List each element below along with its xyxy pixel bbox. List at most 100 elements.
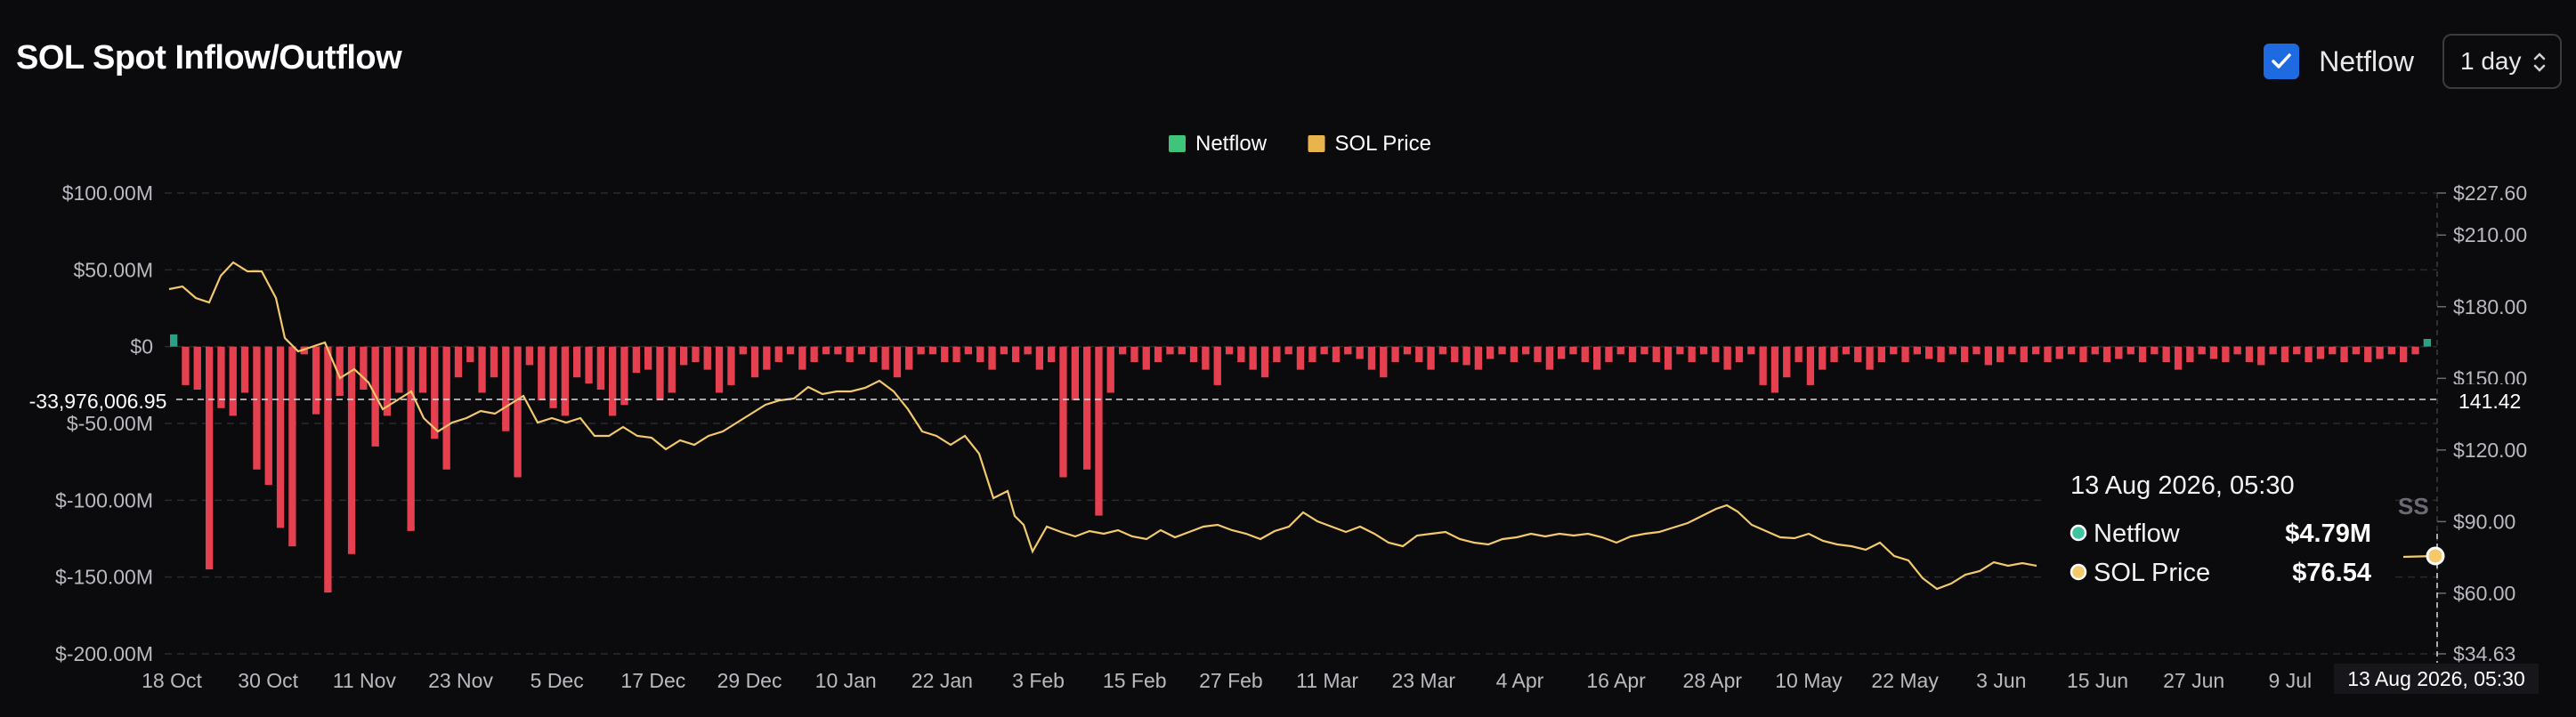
netflow-bar[interactable]: [1925, 346, 1933, 359]
netflow-bar[interactable]: [1178, 346, 1186, 355]
netflow-bar[interactable]: [1688, 346, 1696, 362]
netflow-bar[interactable]: [1593, 346, 1601, 370]
netflow-bar[interactable]: [2387, 346, 2395, 355]
netflow-bar[interactable]: [1249, 346, 1257, 370]
netflow-bar[interactable]: [2115, 346, 2123, 359]
netflow-bar[interactable]: [715, 346, 724, 393]
netflow-bar[interactable]: [229, 346, 237, 416]
netflow-bar[interactable]: [727, 346, 735, 385]
netflow-bar[interactable]: [1640, 346, 1648, 355]
netflow-bar[interactable]: [1380, 346, 1388, 378]
netflow-bar[interactable]: [2245, 346, 2254, 362]
netflow-bar[interactable]: [857, 346, 866, 355]
netflow-bar[interactable]: [739, 346, 747, 355]
netflow-bar[interactable]: [1806, 346, 1815, 385]
netflow-bar[interactable]: [952, 346, 960, 362]
netflow-bar[interactable]: [2151, 346, 2159, 355]
netflow-bar[interactable]: [525, 346, 533, 366]
netflow-bar[interactable]: [2020, 346, 2028, 362]
netflow-bar[interactable]: [1154, 346, 1162, 362]
netflow-bar[interactable]: [1012, 346, 1020, 362]
netflow-bar[interactable]: [407, 346, 415, 531]
netflow-checkbox[interactable]: [2264, 44, 2300, 79]
netflow-bar[interactable]: [1510, 346, 1518, 362]
netflow-bar[interactable]: [1770, 346, 1779, 393]
netflow-bar[interactable]: [264, 346, 272, 486]
netflow-bar[interactable]: [1890, 346, 1898, 355]
netflow-bar[interactable]: [1545, 346, 1553, 370]
legend-label-sol-price[interactable]: SOL Price: [1335, 132, 1431, 156]
netflow-bar[interactable]: [466, 346, 474, 362]
netflow-bar[interactable]: [668, 346, 676, 393]
netflow-bar[interactable]: [1202, 346, 1210, 370]
netflow-bar[interactable]: [1260, 346, 1269, 378]
netflow-bar[interactable]: [1284, 346, 1292, 355]
netflow-bar[interactable]: [2102, 346, 2111, 362]
netflow-bar[interactable]: [1830, 346, 1838, 362]
netflow-bar[interactable]: [336, 346, 344, 396]
netflow-bar[interactable]: [288, 346, 296, 547]
netflow-bar[interactable]: [1213, 346, 1221, 385]
netflow-bar[interactable]: [1866, 346, 1874, 370]
netflow-bar[interactable]: [1189, 346, 1198, 362]
netflow-bar[interactable]: [750, 346, 759, 378]
netflow-bar[interactable]: [2067, 346, 2076, 355]
netflow-bar[interactable]: [1474, 346, 1482, 370]
netflow-bar[interactable]: [810, 346, 818, 362]
netflow-bar[interactable]: [834, 346, 842, 355]
legend-label-netflow[interactable]: Netflow: [1195, 132, 1268, 156]
netflow-bar[interactable]: [1451, 346, 1459, 362]
netflow-bar[interactable]: [1367, 346, 1376, 370]
netflow-bar[interactable]: [2269, 346, 2277, 355]
netflow-bar[interactable]: [253, 346, 261, 470]
netflow-bar[interactable]: [1997, 346, 2005, 362]
netflow-bar[interactable]: [822, 346, 830, 355]
netflow-bar[interactable]: [644, 346, 652, 370]
netflow-bar[interactable]: [2044, 346, 2052, 362]
netflow-bar[interactable]: [1106, 346, 1114, 393]
netflow-bar[interactable]: [596, 346, 604, 390]
netflow-bar[interactable]: [585, 346, 593, 384]
netflow-bar[interactable]: [347, 346, 356, 554]
netflow-bar[interactable]: [1071, 346, 1079, 401]
netflow-bar[interactable]: [573, 346, 581, 378]
netflow-bar[interactable]: [1676, 346, 1684, 355]
netflow-bar[interactable]: [1438, 346, 1446, 355]
netflow-bar[interactable]: [383, 346, 392, 416]
netflow-bar[interactable]: [2079, 346, 2087, 362]
netflow-bar[interactable]: [1581, 346, 1589, 362]
netflow-bar[interactable]: [798, 346, 806, 370]
netflow-bar[interactable]: [1344, 346, 1352, 355]
netflow-bar[interactable]: [561, 346, 569, 416]
netflow-bar[interactable]: [2257, 346, 2265, 366]
netflow-bar[interactable]: [1166, 346, 1174, 355]
netflow-bar[interactable]: [2091, 346, 2099, 355]
netflow-bar[interactable]: [360, 346, 368, 390]
netflow-bar[interactable]: [1948, 346, 1956, 355]
netflow-bar[interactable]: [905, 346, 913, 370]
netflow-bar[interactable]: [846, 346, 854, 362]
netflow-bar[interactable]: [2055, 346, 2063, 359]
netflow-bar[interactable]: [1819, 346, 1827, 370]
netflow-bar[interactable]: [1498, 346, 1506, 355]
netflow-bar[interactable]: [514, 346, 522, 478]
netflow-bar[interactable]: [2162, 346, 2170, 362]
netflow-bar[interactable]: [893, 346, 902, 378]
netflow-bar[interactable]: [1616, 346, 1624, 355]
netflow-bar[interactable]: [964, 346, 972, 355]
netflow-bar[interactable]: [1237, 346, 1245, 362]
netflow-bar[interactable]: [632, 346, 640, 374]
netflow-bar[interactable]: [2126, 346, 2135, 355]
netflow-bar[interactable]: [549, 346, 557, 408]
netflow-bar[interactable]: [1961, 346, 1969, 362]
netflow-bar[interactable]: [2008, 346, 2016, 355]
netflow-bar[interactable]: [2280, 346, 2289, 362]
netflow-bar[interactable]: [1747, 346, 1755, 355]
netflow-bar[interactable]: [2222, 346, 2230, 362]
netflow-bar[interactable]: [2352, 346, 2360, 355]
netflow-bar[interactable]: [395, 346, 403, 393]
netflow-bar[interactable]: [1901, 346, 1909, 362]
netflow-bar[interactable]: [1699, 346, 1708, 355]
netflow-bar[interactable]: [881, 346, 889, 370]
